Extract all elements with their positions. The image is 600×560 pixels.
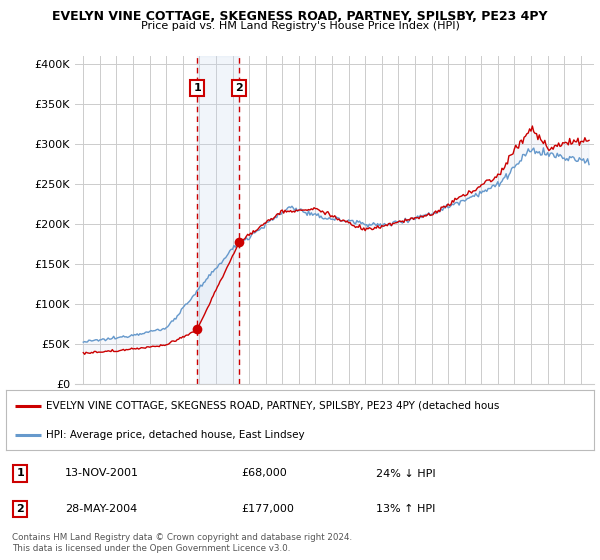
Text: 2: 2: [235, 83, 243, 93]
Text: £68,000: £68,000: [241, 469, 287, 478]
Text: EVELYN VINE COTTAGE, SKEGNESS ROAD, PARTNEY, SPILSBY, PE23 4PY: EVELYN VINE COTTAGE, SKEGNESS ROAD, PART…: [52, 10, 548, 23]
Text: 13-NOV-2001: 13-NOV-2001: [65, 469, 139, 478]
Text: Contains HM Land Registry data © Crown copyright and database right 2024.
This d: Contains HM Land Registry data © Crown c…: [12, 533, 352, 553]
Text: 1: 1: [193, 83, 201, 93]
Bar: [197, 56, 239, 384]
Text: HPI: Average price, detached house, East Lindsey: HPI: Average price, detached house, East…: [46, 430, 305, 440]
Text: £177,000: £177,000: [241, 504, 294, 514]
Text: 28-MAY-2004: 28-MAY-2004: [65, 504, 137, 514]
Text: 1: 1: [17, 469, 25, 478]
Text: EVELYN VINE COTTAGE, SKEGNESS ROAD, PARTNEY, SPILSBY, PE23 4PY (detached hous: EVELYN VINE COTTAGE, SKEGNESS ROAD, PART…: [46, 401, 499, 411]
Text: 13% ↑ HPI: 13% ↑ HPI: [376, 504, 436, 514]
Text: 24% ↓ HPI: 24% ↓ HPI: [376, 469, 436, 478]
Text: Price paid vs. HM Land Registry's House Price Index (HPI): Price paid vs. HM Land Registry's House …: [140, 21, 460, 31]
Text: 2: 2: [17, 504, 25, 514]
